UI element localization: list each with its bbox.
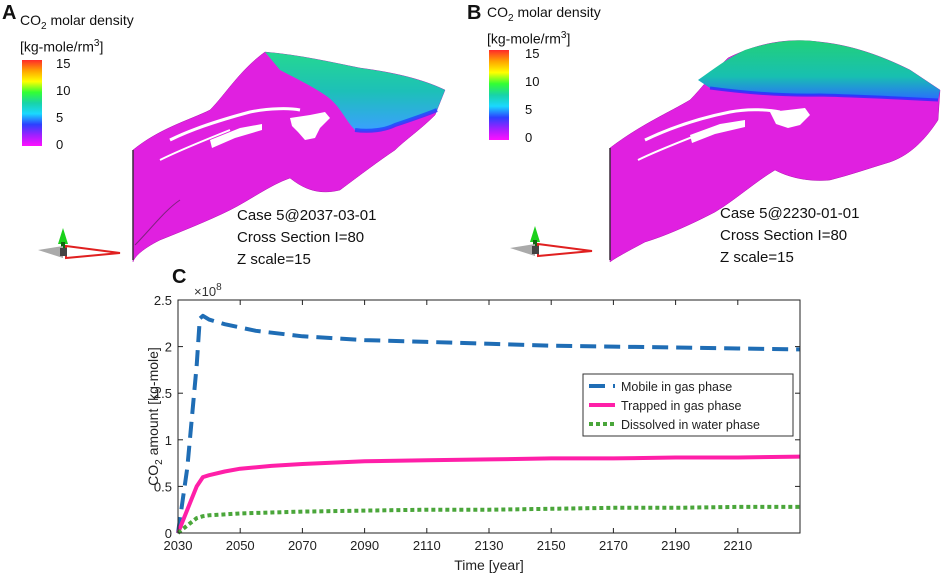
x-tick-label: 2030: [164, 538, 193, 553]
panel-a-colorbar: [22, 60, 42, 146]
series-line-1: [176, 313, 801, 534]
legend-label: Dissolved in water phase: [621, 418, 760, 432]
legend-box: [582, 373, 794, 437]
legend-label: Trapped in gas phase: [621, 399, 742, 413]
x-tick-label: 2090: [350, 538, 379, 553]
panel-a-colorbar-tick: 10: [56, 83, 71, 98]
panel-b-colorbar-tick: 10: [525, 74, 540, 89]
panel-b-co2-plume: [698, 40, 940, 100]
panel-c-letter: C: [172, 266, 187, 288]
panel-b-colorbar-tick: 15: [525, 46, 540, 61]
panel-a-co2-plume: [265, 52, 445, 131]
panel-a-colorbar-tick: 15: [56, 56, 71, 71]
panel-b-axis-triad-icon: [510, 226, 593, 258]
panel-b-letter: B: [467, 2, 482, 24]
y-tick-label: 2.5: [154, 293, 172, 308]
panel-b-colorbar-tick: 0: [525, 130, 533, 145]
x-axis-label: Time [year]: [454, 557, 524, 573]
x-tick-label: 2150: [537, 538, 566, 553]
panel-b-colorbar-tick: 5: [525, 102, 533, 117]
panel-a-colorbar-tick: 0: [56, 137, 64, 152]
panel-a-reservoir-section: [132, 51, 446, 263]
panel-a-letter: A: [2, 2, 17, 24]
chart-legend: Mobile in gas phase Trapped in gas phase D…: [582, 373, 794, 437]
series-line-2: [176, 454, 801, 534]
x-tick-label: 2070: [288, 538, 317, 553]
x-tick-label: 2170: [599, 538, 628, 553]
co2-amount-chart: 0 0.5 1 1.5 2 2.5 2030 2050 2070 2090 2110 2130 2150…: [145, 282, 801, 573]
panel-a-colorbar-tick: 5: [56, 110, 64, 125]
panel-b-reservoir-section: [609, 40, 941, 263]
x-tick-label: 2190: [661, 538, 690, 553]
y-axis-label: CO2 amount [kg-mole]: [145, 347, 165, 486]
y-tick-label: 1: [165, 433, 172, 448]
y-tick-label: 2: [165, 340, 172, 355]
y-exponent-label: ×108: [194, 282, 222, 299]
y-tick-label: 1.5: [154, 386, 172, 401]
x-tick-label: 2050: [226, 538, 255, 553]
x-tick-label: 2110: [413, 538, 441, 553]
x-tick-label: 2210: [723, 538, 752, 553]
panel-a-caption: Case 5@2037-03-01 Cross Section I=80 Z s…: [237, 207, 377, 268]
y-tick-label: 0: [165, 526, 172, 541]
panel-a-axis-triad-icon: [38, 228, 121, 260]
legend-label: Mobile in gas phase: [621, 380, 732, 394]
panel-b-caption: Case 5@2230-01-01 Cross Section I=80 Z s…: [720, 205, 860, 266]
x-tick-label: 2130: [475, 538, 504, 553]
panel-b-colorbar: [489, 50, 509, 140]
y-tick-label: 0.5: [154, 479, 172, 494]
panel-a-colorbar-title: CO2 molar density [kg-mole/rm3]: [20, 12, 134, 55]
series-line-3: [176, 504, 800, 535]
panel-b-colorbar-title: CO2 molar density [kg-mole/rm3]: [487, 4, 601, 47]
